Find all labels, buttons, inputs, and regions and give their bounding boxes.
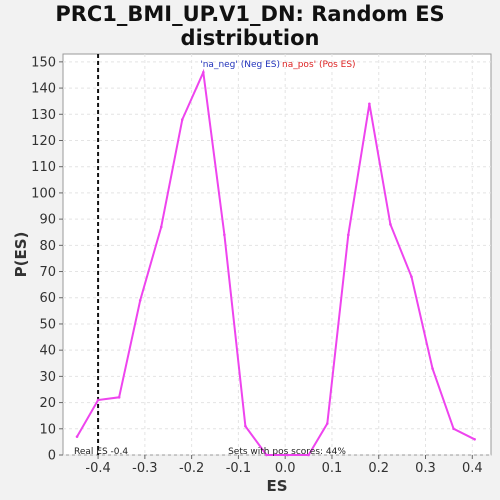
data-point	[180, 118, 184, 121]
data-point	[117, 396, 121, 399]
data-point	[159, 225, 163, 229]
legend-pos: na_pos' (Pos ES)	[282, 60, 356, 70]
grid	[63, 54, 491, 456]
es-distribution-line	[76, 68, 476, 456]
data-point	[452, 427, 455, 431]
data-point	[431, 367, 434, 370]
pos-scores-label: Sets with pos scores: 44%	[228, 447, 346, 457]
y-tick-label: 30	[39, 370, 56, 385]
data-point	[138, 299, 142, 302]
data-point	[347, 233, 350, 237]
y-tick-label: 90	[39, 213, 56, 228]
x-tick-label: 0.4	[462, 461, 483, 476]
x-tick-label: 0.0	[275, 461, 296, 476]
plot-area	[62, 53, 492, 456]
x-tick-label: 0.3	[415, 461, 436, 476]
chart-title-line2: distribution	[180, 26, 320, 50]
y-tick-label: 60	[39, 291, 56, 306]
data-point	[473, 437, 476, 441]
y-tick-label: 100	[31, 186, 56, 201]
data-point	[96, 398, 100, 402]
x-axis-label: ES	[266, 477, 287, 495]
y-tick-label: 50	[39, 317, 56, 332]
x-tick-label: 0.2	[368, 461, 389, 476]
data-point	[325, 422, 329, 425]
y-tick-label: 130	[31, 108, 56, 123]
y-tick-label: 150	[31, 55, 56, 70]
x-tick-label: -0.2	[179, 461, 204, 476]
x-tick-label: -0.3	[132, 461, 157, 476]
data-point	[202, 71, 205, 74]
y-tick-label: 10	[39, 422, 56, 437]
data-point	[389, 223, 392, 226]
x-tick-label: 0.1	[322, 461, 343, 476]
y-tick-label: 0	[48, 449, 56, 464]
data-point	[410, 275, 413, 279]
real-es-label: Real ES -0.4	[74, 447, 128, 457]
x-axis-ticks: -0.4 -0.3 -0.2 -0.1 0.0 0.1 0.2 0.3 0.4	[85, 455, 483, 476]
data-point	[244, 424, 247, 428]
y-tick-label: 140	[31, 82, 56, 97]
y-tick-label: 70	[39, 265, 56, 280]
data-points	[75, 71, 476, 457]
data-point	[286, 453, 289, 457]
y-tick-label: 20	[39, 396, 56, 411]
data-point	[307, 453, 310, 457]
y-tick-label: 110	[31, 160, 56, 175]
x-tick-label: -0.4	[85, 461, 110, 476]
y-tick-label: 80	[39, 239, 56, 254]
chart-title-line1: PRC1_BMI_UP.V1_DN: Random ES	[55, 2, 445, 26]
x-tick-label: -0.1	[226, 461, 251, 476]
data-point	[75, 435, 79, 438]
chart-title: PRC1_BMI_UP.V1_DN: Random ES distributio…	[0, 2, 500, 50]
y-tick-label: 40	[39, 344, 56, 359]
y-axis-label: P(ES)	[12, 232, 30, 278]
y-axis-ticks: 0 10 20 30 40 50 60 70 80 90 100 110 120 130 140 150	[31, 55, 63, 464]
data-point	[368, 102, 371, 106]
y-tick-label: 120	[31, 134, 56, 149]
data-point	[223, 233, 226, 237]
data-point	[265, 453, 268, 457]
legend-neg: 'na_neg' (Neg ES)	[200, 60, 280, 70]
